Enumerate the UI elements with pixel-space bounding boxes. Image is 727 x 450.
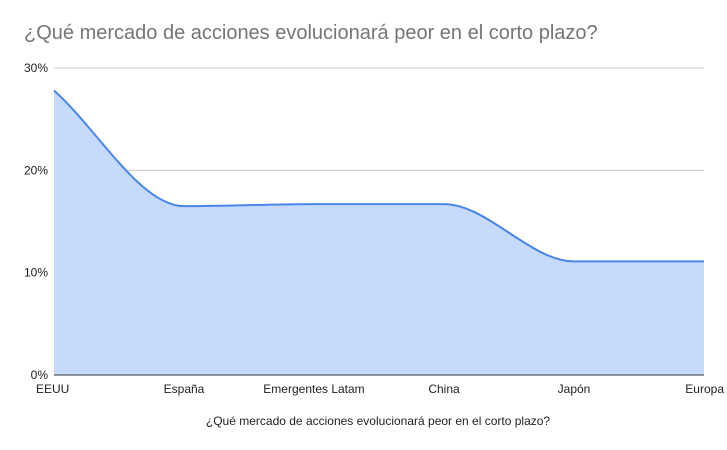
- x-tick-label: Europa: [685, 382, 724, 396]
- x-axis-title: ¿Qué mercado de acciones evolucionará pe…: [206, 414, 551, 428]
- y-tick-label: 20%: [24, 163, 48, 177]
- x-tick-label: China: [428, 382, 460, 396]
- series-line: [53, 89, 704, 263]
- data-point-5: [702, 259, 706, 263]
- data-point-0: [52, 89, 56, 93]
- x-tick-label: Japón: [558, 382, 591, 396]
- y-tick-label: 0%: [31, 368, 49, 382]
- data-point-2: [312, 202, 316, 206]
- y-tick-label: 30%: [24, 61, 48, 75]
- x-tick-label: España: [164, 382, 205, 396]
- area-fill: [54, 90, 704, 375]
- y-axis-ticks: 0% 10% 20% 30%: [24, 61, 48, 382]
- x-tick-label: EEUU: [36, 382, 69, 396]
- data-point-4: [572, 259, 576, 263]
- chart-title: ¿Qué mercado de acciones evolucionará pe…: [24, 22, 598, 44]
- data-point-3: [442, 202, 446, 206]
- x-axis-ticks: EEUU España Emergentes Latam China Japón Euro…: [36, 382, 724, 396]
- x-tick-label: Emergentes Latam: [263, 382, 364, 396]
- data-point-1: [182, 204, 186, 208]
- y-tick-label: 10%: [24, 266, 48, 280]
